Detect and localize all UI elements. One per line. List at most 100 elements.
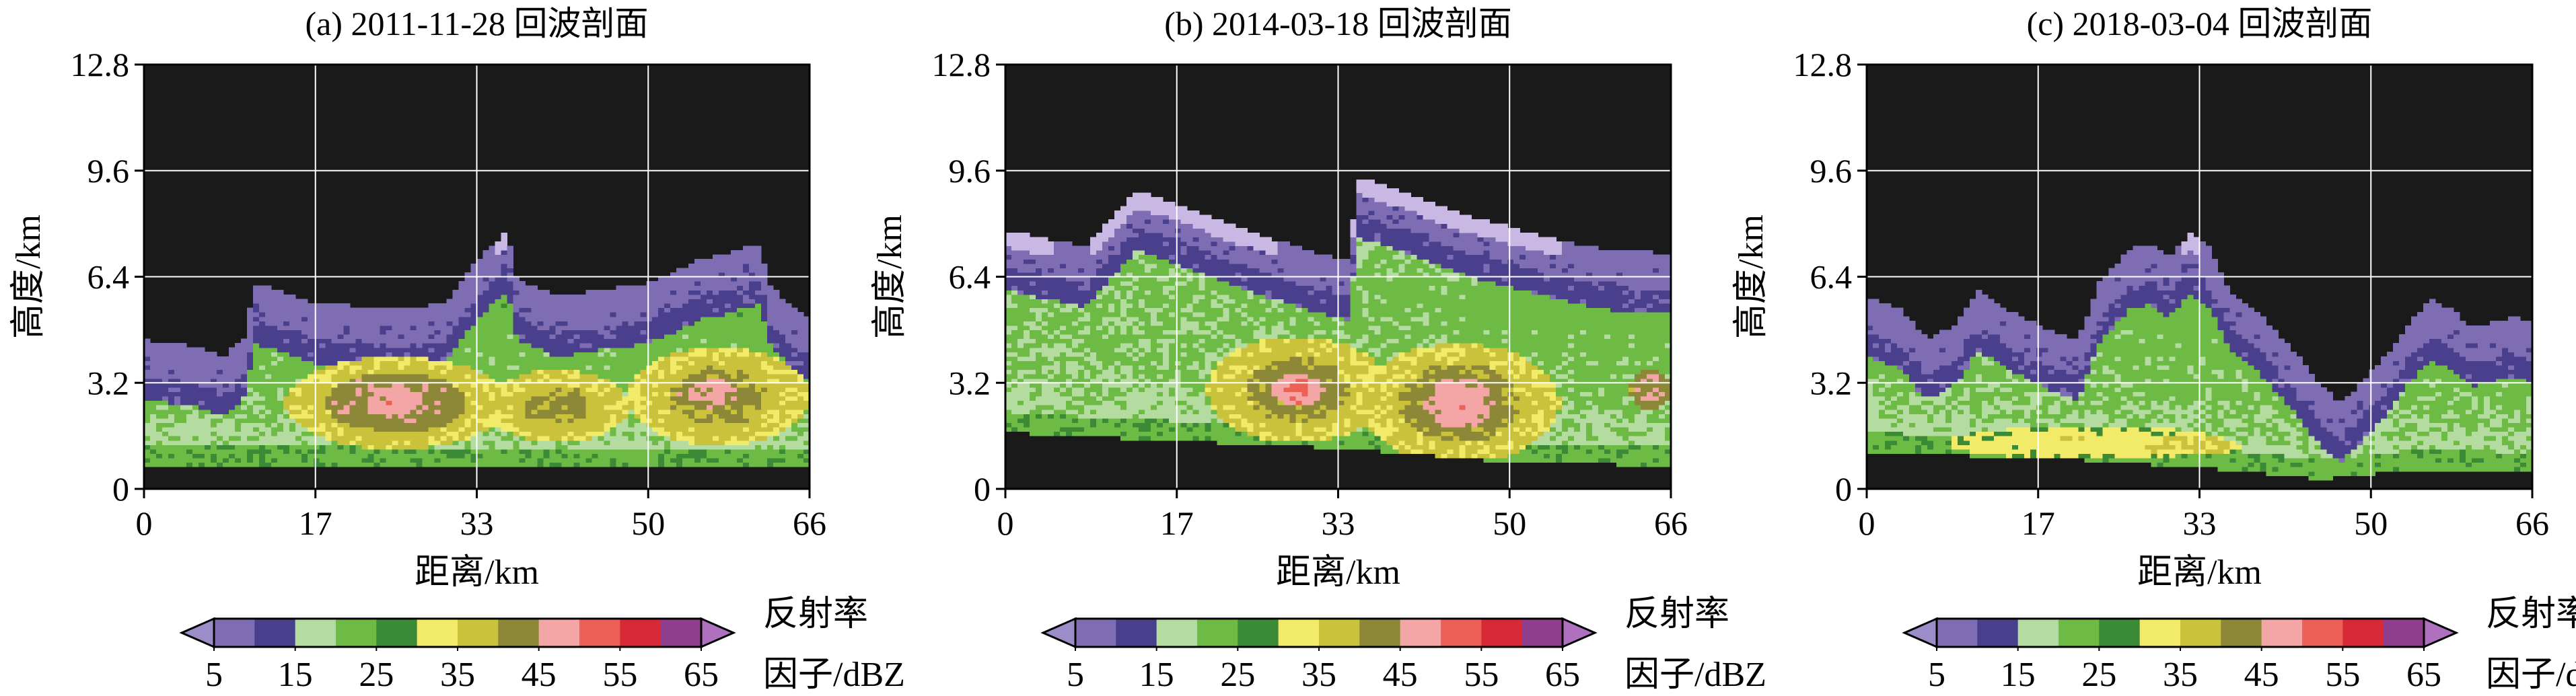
echo-cell xyxy=(295,299,302,304)
echo-cell xyxy=(222,391,229,397)
echo-cell xyxy=(543,426,550,432)
echo-cell xyxy=(713,259,719,264)
echo-cell xyxy=(349,343,357,348)
echo-cell xyxy=(252,422,260,428)
echo-cell xyxy=(1023,281,1030,286)
echo-cell xyxy=(416,409,423,414)
echo-cell xyxy=(513,347,520,352)
echo-cell xyxy=(1041,272,1048,278)
echo-cell xyxy=(192,405,199,410)
echo-cell xyxy=(773,436,780,441)
echo-cell xyxy=(519,360,526,366)
echo-cell xyxy=(301,440,308,445)
echo-cell xyxy=(688,268,695,273)
echo-cell xyxy=(616,444,622,450)
echo-cell xyxy=(313,409,320,414)
echo-cell xyxy=(1065,364,1073,371)
echo-cell xyxy=(501,378,508,383)
echo-cell xyxy=(174,418,181,423)
echo-cell xyxy=(694,414,701,419)
echo-cell xyxy=(1089,405,1097,410)
echo-cell xyxy=(489,436,496,441)
echo-cell xyxy=(361,330,369,335)
echo-cell xyxy=(367,383,375,388)
echo-cell xyxy=(240,444,248,450)
echo-cell xyxy=(743,360,750,366)
echo-cell xyxy=(1011,409,1018,414)
echo-cell xyxy=(1071,276,1079,282)
echo-cell xyxy=(489,395,496,401)
echo-cell xyxy=(452,395,460,401)
echo-cell xyxy=(701,387,707,392)
echo-cell xyxy=(737,387,744,392)
echo-cell xyxy=(343,440,351,445)
echo-cell xyxy=(640,436,647,441)
echo-cell xyxy=(464,352,472,357)
echo-cell xyxy=(731,343,738,348)
echo-cell xyxy=(198,414,205,419)
echo-cell xyxy=(567,418,574,423)
echo-cell xyxy=(168,343,175,348)
echo-cell xyxy=(688,426,695,432)
echo-cell xyxy=(579,299,586,304)
echo-cell xyxy=(579,426,586,432)
echo-cell xyxy=(1065,360,1073,366)
echo-cell xyxy=(1005,338,1012,344)
echo-cell xyxy=(658,395,665,401)
echo-cell xyxy=(476,409,484,414)
echo-cell xyxy=(1053,245,1061,251)
echo-cell xyxy=(573,422,580,428)
echo-cell xyxy=(174,369,181,375)
echo-cell xyxy=(573,462,580,467)
echo-cell xyxy=(767,374,774,379)
echo-cell xyxy=(489,281,496,286)
echo-cell xyxy=(755,364,762,371)
echo-cell xyxy=(694,338,701,344)
echo-cell xyxy=(622,422,629,428)
echo-cell xyxy=(737,290,744,295)
echo-cell xyxy=(785,395,792,401)
echo-cell xyxy=(458,364,466,371)
echo-cell xyxy=(555,374,562,379)
echo-cell xyxy=(725,272,731,278)
echo-cell xyxy=(634,343,641,348)
colorbar-tick-label: 15 xyxy=(278,656,313,694)
echo-cell xyxy=(1005,360,1012,366)
echo-cell xyxy=(325,400,332,405)
echo-cell xyxy=(749,316,756,321)
echo-cell xyxy=(707,285,713,291)
echo-cell xyxy=(628,285,635,291)
echo-cell xyxy=(464,272,472,278)
echo-cell xyxy=(452,462,460,467)
echo-cell xyxy=(525,290,532,295)
echo-cell xyxy=(410,418,417,423)
echo-cell xyxy=(773,316,780,321)
echo-cell xyxy=(440,462,448,467)
echo-cell xyxy=(295,462,302,467)
echo-cell xyxy=(222,374,229,379)
echo-cell xyxy=(434,316,441,321)
echo-cell xyxy=(476,347,484,352)
echo-cell xyxy=(646,444,653,450)
echo-cell xyxy=(1029,400,1036,405)
echo-cell xyxy=(797,356,804,361)
echo-cell xyxy=(749,307,756,313)
echo-cell xyxy=(470,431,478,436)
echo-cell xyxy=(452,387,460,392)
echo-cell xyxy=(513,387,520,392)
echo-cell xyxy=(652,285,659,291)
echo-cell xyxy=(489,414,496,419)
echo-cell xyxy=(713,387,719,392)
echo-cell xyxy=(507,457,514,463)
echo-cell xyxy=(773,444,780,450)
echo-cell xyxy=(216,383,223,388)
echo-cell xyxy=(295,440,302,445)
echo-cell xyxy=(737,418,744,423)
echo-cell xyxy=(264,343,272,348)
echo-cell xyxy=(234,462,242,467)
echo-cell xyxy=(791,462,798,467)
echo-cell xyxy=(258,426,266,432)
echo-cell xyxy=(380,374,387,379)
echo-cell xyxy=(168,418,175,423)
echo-cell xyxy=(664,462,671,467)
